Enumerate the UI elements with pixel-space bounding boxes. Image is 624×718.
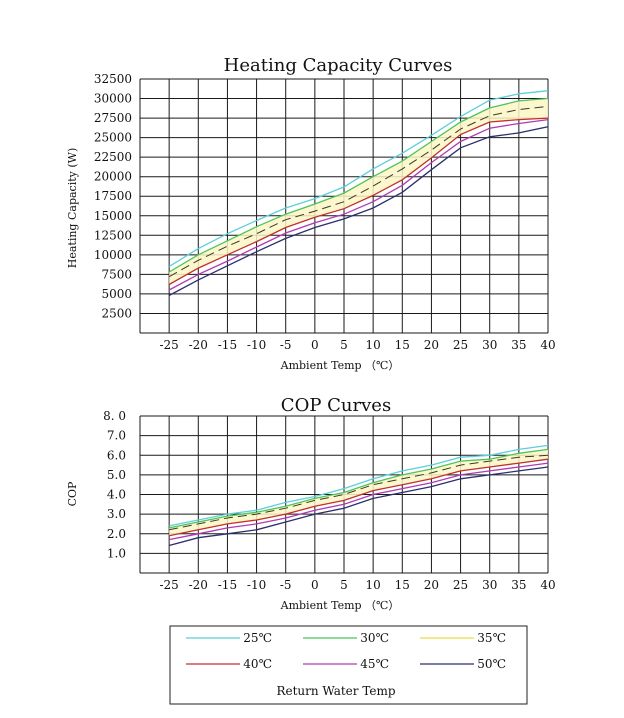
x-tick-label: 35 bbox=[511, 578, 526, 592]
y-tick-label: 20000 bbox=[94, 170, 132, 184]
legend-box bbox=[169, 625, 528, 705]
y-tick-label: 6.0 bbox=[107, 448, 126, 462]
legend-label: 30℃ bbox=[360, 631, 389, 645]
y-tick-label: 30000 bbox=[94, 92, 132, 106]
x-tick-label: 30 bbox=[482, 578, 497, 592]
x-tick-label: 5 bbox=[340, 338, 348, 352]
series-line-25c bbox=[168, 444, 549, 527]
y-tick-label: 5.0 bbox=[107, 468, 126, 482]
heating-capacity-chart: Heating Capacity Curves -25 -20 -15 -10 -5 0 5… bbox=[66, 55, 556, 372]
x-tick-label: 5 bbox=[340, 578, 348, 592]
legend-entry: 25℃ bbox=[186, 631, 272, 645]
x-tick-label: -20 bbox=[189, 578, 208, 592]
legend-footer: Return Water Temp bbox=[276, 684, 395, 698]
x-tick-label: 25 bbox=[453, 578, 468, 592]
series-line-35c bbox=[169, 454, 549, 531]
legend-entry: 35℃ bbox=[420, 631, 506, 645]
y-tick-label: 3.0 bbox=[107, 507, 126, 521]
y-tick-label: 5000 bbox=[101, 287, 132, 301]
series-line-50c bbox=[168, 466, 549, 547]
series-line-30c bbox=[168, 448, 549, 529]
x-tick-label: 25 bbox=[453, 338, 468, 352]
legend-label: 25℃ bbox=[243, 631, 272, 645]
legend-label: 45℃ bbox=[360, 657, 389, 671]
y-tick-label: 27500 bbox=[94, 111, 132, 125]
y-tick-label: 1.0 bbox=[107, 546, 126, 560]
x-tick-label: 20 bbox=[424, 578, 439, 592]
legend-label: 50℃ bbox=[477, 657, 506, 671]
x-tick-label: -10 bbox=[247, 338, 266, 352]
heating-chart-band bbox=[169, 98, 548, 285]
y-tick-label: 2.0 bbox=[107, 527, 126, 541]
cop-chart-y-label: COP bbox=[66, 481, 79, 506]
series-line-50c bbox=[168, 126, 549, 297]
x-tick-label: -20 bbox=[189, 338, 208, 352]
x-tick-label: -25 bbox=[159, 578, 178, 592]
heating-chart-title: Heating Capacity Curves bbox=[224, 55, 453, 76]
series-line-45c bbox=[168, 118, 549, 291]
x-tick-label: -5 bbox=[280, 578, 292, 592]
cop-chart-y-ticks: 1.0 2.0 3.0 4.0 5.0 6.0 7.0 8. 0 bbox=[103, 409, 126, 560]
series-line-40c bbox=[168, 117, 549, 286]
x-tick-label: 10 bbox=[366, 578, 381, 592]
y-tick-label: 4.0 bbox=[107, 488, 126, 502]
legend-entry: 50℃ bbox=[420, 657, 506, 671]
y-tick-label: 32500 bbox=[94, 72, 132, 86]
series-line-40c bbox=[168, 458, 549, 537]
cop-chart-x-ticks: -25 -20 -15 -10 -5 0 5 10 15 20 25 30 35 40 bbox=[159, 578, 555, 592]
y-tick-label: 22500 bbox=[94, 150, 132, 164]
x-tick-label: -5 bbox=[280, 338, 292, 352]
heating-chart-x-label: Ambient Temp （℃） bbox=[280, 359, 400, 372]
y-tick-label: 12500 bbox=[94, 228, 132, 242]
cop-chart: COP Curves -25 -20 -15 -10 -5 0 5 10 15 20 25 30 35 4… bbox=[66, 395, 556, 612]
series-line-25c bbox=[168, 90, 549, 268]
legend-entry: 45℃ bbox=[303, 657, 389, 671]
heating-chart-y-ticks: 2500 5000 7500 10000 12500 15000 17500 20000 225… bbox=[94, 72, 132, 320]
y-tick-label: 7500 bbox=[101, 267, 132, 281]
y-tick-label: 25000 bbox=[94, 131, 132, 145]
series-line-35c bbox=[168, 105, 549, 278]
heating-chart-x-ticks: -25 -20 -15 -10 -5 0 5 10 15 20 25 30 35 40 bbox=[159, 338, 555, 352]
cop-chart-grid bbox=[139, 415, 549, 574]
series-line-45c bbox=[168, 462, 549, 541]
x-tick-label: -25 bbox=[159, 338, 178, 352]
cop-chart-band bbox=[169, 449, 548, 536]
legend-entries: 25℃ 30℃ 35℃ 40℃ 45℃ 50℃ bbox=[186, 631, 506, 671]
shaded-band bbox=[169, 98, 548, 285]
legend-entry: 40℃ bbox=[186, 657, 272, 671]
y-tick-label: 10000 bbox=[94, 248, 132, 262]
x-tick-label: 40 bbox=[540, 578, 555, 592]
series-line-30c bbox=[168, 97, 549, 273]
x-tick-label: -15 bbox=[218, 578, 237, 592]
heating-chart-y-label: Heating Capacity (W) bbox=[66, 148, 79, 269]
legend-label: 40℃ bbox=[243, 657, 272, 671]
x-tick-label: 40 bbox=[540, 338, 555, 352]
x-tick-label: 10 bbox=[366, 338, 381, 352]
x-tick-label: 0 bbox=[311, 578, 319, 592]
y-tick-label: 8. 0 bbox=[103, 409, 126, 423]
cop-chart-x-label: Ambient Temp （℃） bbox=[280, 599, 400, 612]
heating-chart-lines bbox=[168, 90, 549, 297]
legend-entry: 30℃ bbox=[303, 631, 389, 645]
x-tick-label: -15 bbox=[218, 338, 237, 352]
y-tick-label: 15000 bbox=[94, 209, 132, 223]
x-tick-label: 15 bbox=[395, 578, 410, 592]
y-tick-label: 2500 bbox=[101, 306, 132, 320]
x-tick-label: -10 bbox=[247, 578, 266, 592]
legend-label: 35℃ bbox=[477, 631, 506, 645]
x-tick-label: 20 bbox=[424, 338, 439, 352]
x-tick-label: 35 bbox=[511, 338, 526, 352]
x-tick-label: 30 bbox=[482, 338, 497, 352]
y-tick-label: 7.0 bbox=[107, 429, 126, 443]
x-tick-label: 15 bbox=[395, 338, 410, 352]
legend: 25℃ 30℃ 35℃ 40℃ 45℃ 50℃ Return Water Temp bbox=[169, 625, 528, 705]
cop-chart-title: COP Curves bbox=[281, 395, 391, 416]
y-tick-label: 17500 bbox=[94, 189, 132, 203]
shaded-band bbox=[169, 449, 548, 536]
cop-chart-lines bbox=[168, 444, 549, 547]
x-tick-label: 0 bbox=[311, 338, 319, 352]
